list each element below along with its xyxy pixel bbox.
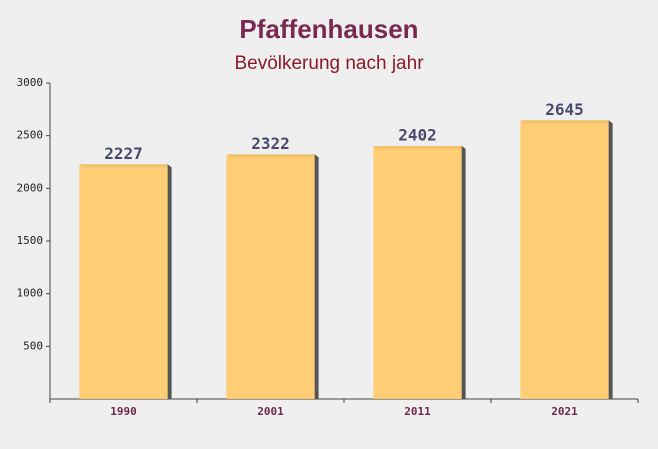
value-label: 2402: [398, 125, 437, 144]
value-label: 2645: [545, 100, 584, 119]
chart-title: Pfaffenhausen: [239, 14, 418, 44]
bar: [226, 154, 315, 399]
bar-shadow: [167, 164, 172, 399]
y-tick-label: 1000: [17, 287, 44, 300]
bar-shadow: [461, 145, 466, 399]
y-tick-label: 500: [23, 339, 43, 352]
bar: [520, 120, 609, 399]
value-label: 2322: [251, 134, 290, 153]
y-tick-label: 3000: [17, 76, 44, 89]
y-tick-label: 2500: [17, 129, 44, 142]
chart-subtitle: Bevölkerung nach jahr: [234, 53, 424, 74]
y-tick-label: 1500: [17, 234, 44, 247]
bar-shadow: [608, 120, 613, 399]
x-tick-label: 2011: [404, 405, 431, 418]
y-tick-label: 2000: [17, 181, 44, 194]
bar: [79, 164, 168, 399]
bar: [373, 145, 462, 399]
value-label: 2227: [104, 144, 143, 163]
x-tick-label: 1990: [110, 405, 137, 418]
bar-shadow: [314, 154, 319, 399]
x-tick-label: 2021: [551, 405, 578, 418]
x-tick-label: 2001: [257, 405, 284, 418]
